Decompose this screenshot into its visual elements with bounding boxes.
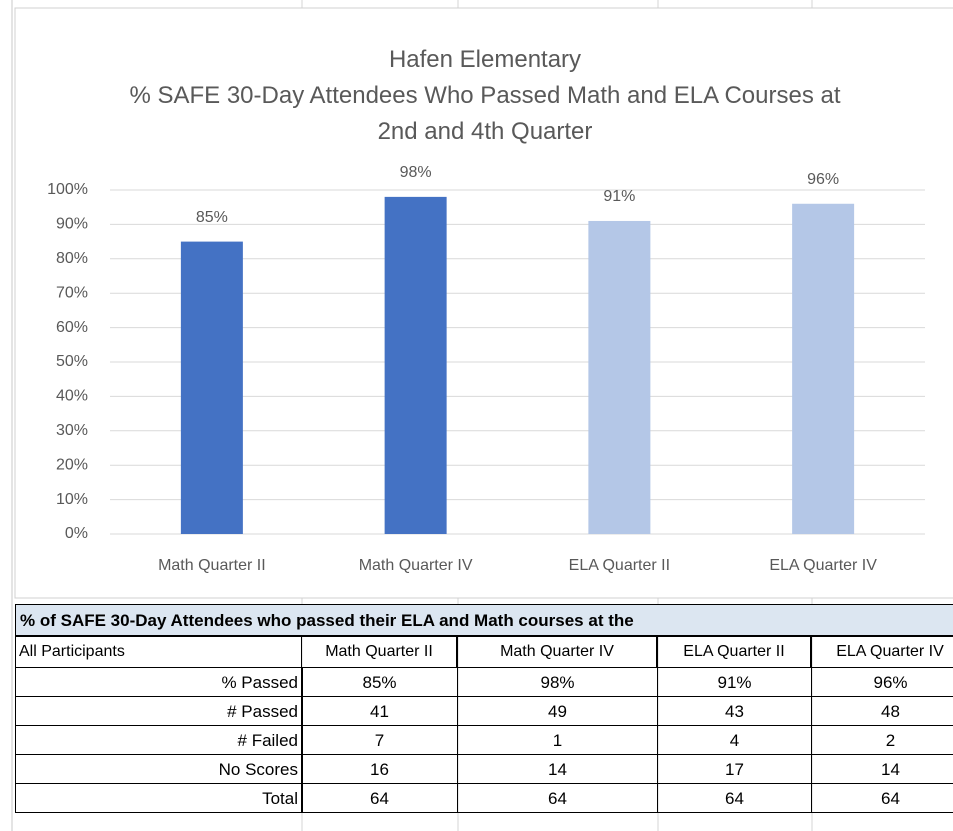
y-tick-label: 100% [47, 181, 88, 198]
bar [792, 203, 855, 534]
table-cell: 91% [657, 667, 812, 697]
table-cell: Total [15, 783, 303, 813]
table-cell: 4 [657, 725, 812, 755]
y-tick-label: 90% [56, 216, 88, 233]
table-cell: 64 [301, 783, 458, 813]
y-tick-label: 50% [56, 353, 88, 370]
table-cell: 14 [457, 754, 658, 784]
x-tick-label: Math Quarter IV [359, 557, 473, 574]
y-tick-label: 0% [65, 525, 88, 542]
y-tick-label: 60% [56, 319, 88, 336]
bar [588, 220, 651, 534]
table-cell: 64 [811, 783, 953, 813]
table-cell: 17 [657, 754, 812, 784]
table-cell: 48 [811, 696, 953, 726]
table-cell: 98% [457, 667, 658, 697]
data-label: 85% [196, 209, 228, 226]
table-cell: No Scores [15, 754, 303, 784]
table-cell: 96% [811, 667, 953, 697]
table-cell: 49 [457, 696, 658, 726]
table-cell: 43 [657, 696, 812, 726]
y-tick-label: 20% [56, 456, 88, 473]
chart-title: Hafen Elementary [388, 46, 582, 73]
y-tick-label: 80% [56, 250, 88, 267]
data-label: 96% [807, 171, 839, 188]
table-cell: 14 [811, 754, 953, 784]
table-header: Math Quarter IV [457, 636, 657, 668]
table-header: ELA Quarter II [657, 636, 811, 668]
table-cell: 41 [301, 696, 458, 726]
table-header: Math Quarter II [301, 636, 457, 668]
y-tick-label: 70% [56, 284, 88, 301]
table-cell: # Failed [15, 725, 303, 755]
chart-title-block: Hafen Elementary % SAFE 30-Day Attendees… [120, 42, 850, 150]
table-header: ELA Quarter IV [811, 636, 953, 668]
data-label: 98% [400, 164, 432, 181]
y-tick-label: 40% [56, 388, 88, 405]
x-tick-label: Math Quarter II [158, 557, 266, 574]
x-tick-label: ELA Quarter IV [769, 557, 877, 574]
table-cell: 7 [301, 725, 458, 755]
table-cell: 64 [657, 783, 812, 813]
data-label: 91% [603, 188, 635, 205]
y-tick-label: 10% [56, 491, 88, 508]
x-tick-label: ELA Quarter II [569, 557, 670, 574]
table-cell: 1 [457, 725, 658, 755]
table-header: All Participants [15, 636, 302, 668]
table-cell: 64 [457, 783, 658, 813]
table-cell: 16 [301, 754, 458, 784]
bar [384, 196, 447, 534]
table-title: % of SAFE 30-Day Attendees who passed th… [15, 604, 953, 636]
table-cell: % Passed [15, 667, 303, 697]
table-cell: 85% [301, 667, 458, 697]
table-cell: # Passed [15, 696, 303, 726]
bar [180, 241, 243, 534]
chart-subtitle: % SAFE 30-Day Attendees Who Passed Math … [129, 82, 841, 145]
table-cell: 2 [811, 725, 953, 755]
y-tick-label: 30% [56, 422, 88, 439]
